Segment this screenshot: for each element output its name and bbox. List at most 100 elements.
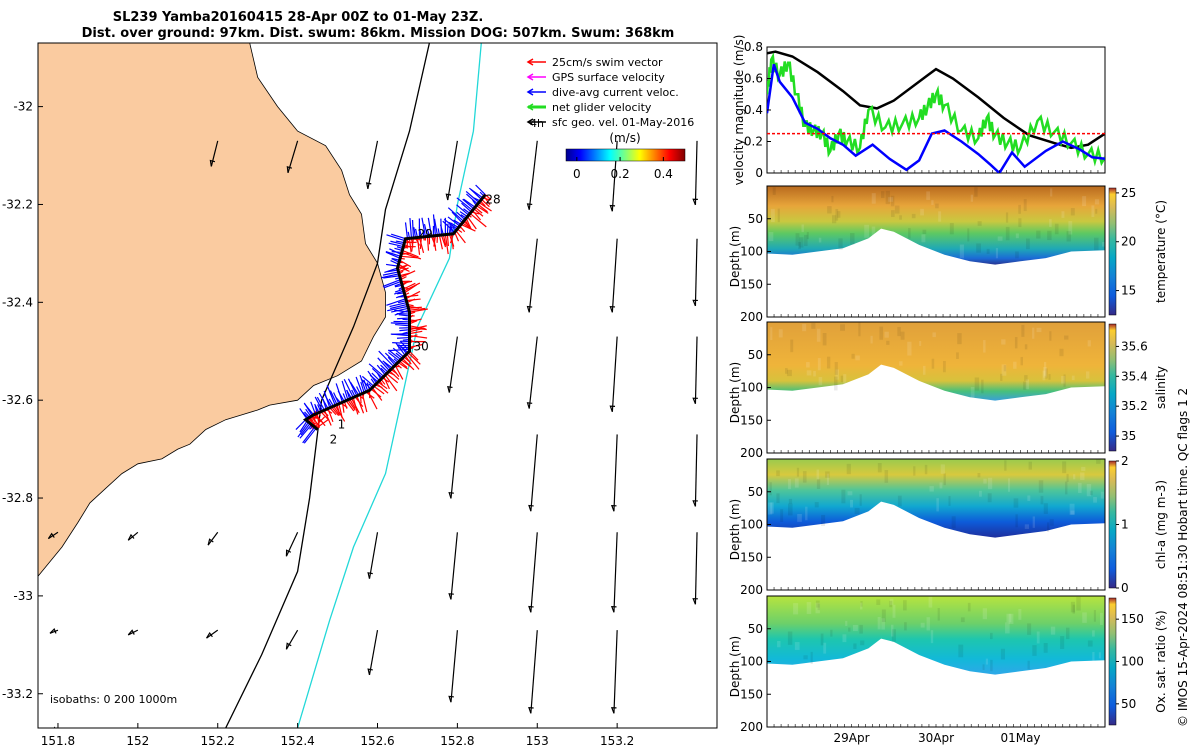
section-texture	[1070, 510, 1075, 515]
legend-extra: 4h	[530, 117, 544, 130]
current-vector	[413, 227, 417, 238]
section-texture	[894, 205, 900, 214]
section-data-area	[767, 186, 1105, 265]
geo-vector-shaft	[530, 630, 538, 714]
section-texture	[908, 227, 911, 239]
current-vector	[411, 219, 415, 238]
section-texture	[785, 368, 788, 374]
section-texture	[806, 602, 812, 614]
section-texture	[958, 644, 964, 658]
section-colorbar-tick-label: 20	[1121, 235, 1136, 249]
geo-vector-shaft	[528, 238, 538, 313]
section-texture	[776, 470, 780, 477]
title-line2: Dist. over ground: 97km. Dist. swum: 86k…	[82, 26, 675, 41]
speed-colorbar-label: (m/s)	[609, 131, 640, 145]
section-texture	[806, 231, 809, 240]
section-texture	[1043, 361, 1047, 376]
section-texture	[1096, 459, 1101, 464]
section-texture	[977, 221, 982, 226]
swim-vector	[334, 405, 346, 422]
section-texture	[1000, 648, 1006, 660]
section-texture	[924, 464, 928, 475]
swim-vector	[409, 325, 427, 331]
section-texture	[1024, 524, 1030, 529]
section-colorbar-tick-label: 35.4	[1121, 369, 1148, 383]
section-texture	[815, 600, 820, 608]
section-texture	[919, 340, 922, 346]
geo-vector-shaft	[285, 532, 299, 557]
current-vector	[385, 263, 399, 267]
current-vector	[377, 357, 390, 372]
section-texture	[1095, 208, 1098, 214]
map-y-tick-label: -32.2	[2, 197, 33, 211]
swim-vector	[403, 282, 421, 292]
section-texture	[1028, 461, 1032, 470]
section-colorbar-bar	[1108, 597, 1117, 726]
section-texture	[840, 324, 846, 331]
section-texture	[1013, 498, 1019, 508]
legend-item: dive-avg current veloc.	[526, 86, 679, 99]
swim-vector	[332, 405, 341, 416]
geo-vector	[609, 336, 618, 412]
geo-vector-shaft	[368, 630, 379, 676]
section-colorbar-label: temperature (°C)	[1154, 200, 1168, 303]
section-texture	[1043, 642, 1048, 653]
swim-vector	[397, 361, 408, 370]
section-texture	[892, 604, 896, 618]
swim-vector	[356, 395, 365, 414]
legend-item: net glider velocity	[526, 101, 652, 114]
map-y-tick-label: -33.2	[2, 687, 33, 701]
section-texture	[1050, 188, 1053, 197]
section-texture	[777, 208, 780, 223]
section-texture	[889, 600, 893, 608]
current-vector	[323, 390, 331, 408]
section-texture	[820, 633, 824, 646]
section-texture	[1076, 596, 1081, 611]
current-vector	[456, 204, 470, 216]
current-vector	[396, 336, 410, 339]
section-texture	[1043, 503, 1048, 514]
section-texture	[810, 651, 813, 664]
section-texture	[1070, 601, 1075, 613]
section-texture	[1003, 365, 1007, 372]
section-texture	[936, 498, 939, 512]
isobaths-label: isobaths: 0 200 1000m	[50, 693, 177, 706]
swim-vector	[404, 355, 412, 365]
current-vector	[395, 323, 410, 327]
geo-vector-head	[206, 631, 213, 639]
swim-vector	[481, 198, 490, 208]
current-vector	[451, 211, 463, 224]
current-vector	[447, 216, 461, 227]
swim-vector	[314, 416, 326, 428]
geo-vector-head	[286, 166, 293, 173]
swim-vector	[477, 203, 488, 213]
section-texture	[926, 191, 931, 200]
section-texture	[891, 629, 896, 642]
geo-vector-shaft	[694, 140, 698, 205]
section-texture	[907, 341, 912, 356]
section-texture	[823, 642, 827, 654]
section-texture	[816, 328, 821, 342]
current-vector	[299, 420, 308, 433]
geo-vector	[692, 238, 698, 307]
section-texture	[1061, 211, 1065, 218]
current-vector	[295, 419, 307, 430]
section-texture	[983, 478, 987, 484]
map-y-tick-label: -32	[13, 100, 33, 114]
map-x-tick-label: 152.8	[440, 734, 474, 748]
swim-vector	[483, 195, 491, 206]
section-texture	[1069, 503, 1075, 515]
geo-vector-head	[209, 159, 216, 167]
current-vector	[470, 188, 482, 200]
section-texture	[842, 634, 847, 643]
section-texture	[793, 603, 799, 615]
map-x-tick-label: 151.8	[41, 734, 75, 748]
section-texture	[921, 234, 926, 243]
map-x-tick-label: 153.2	[600, 734, 634, 748]
section-texture	[1072, 604, 1076, 614]
map-x-tick-label: 152.6	[360, 734, 394, 748]
current-vector	[368, 363, 385, 377]
section-colorbar-label: chl-a (mg m-3)	[1154, 480, 1168, 569]
section-texture	[1001, 339, 1006, 345]
geo-vector-shaft	[450, 630, 458, 703]
